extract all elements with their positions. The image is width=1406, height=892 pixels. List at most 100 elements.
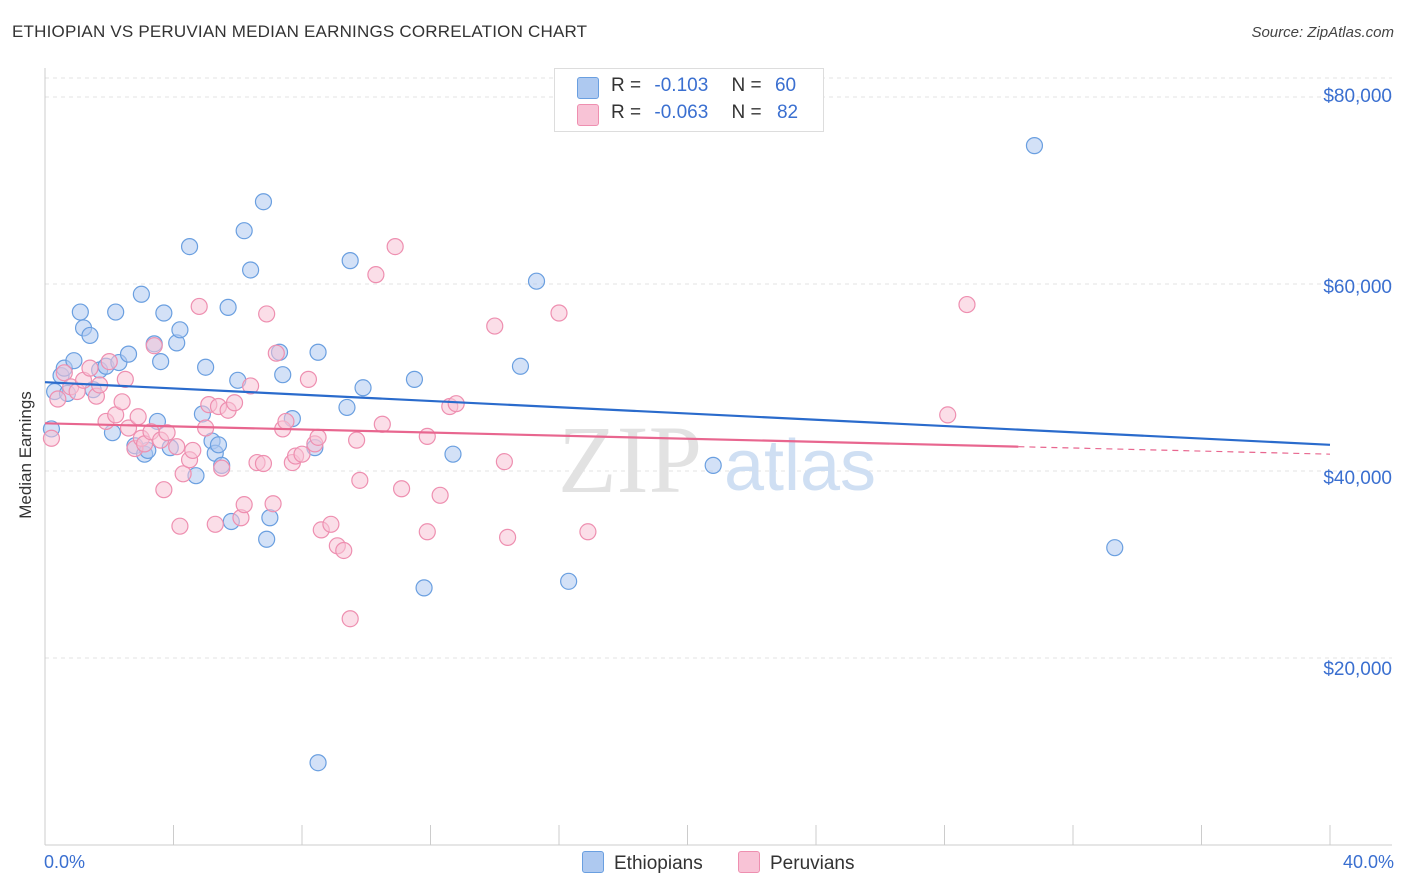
series-legend-peruvians: Peruvians: [738, 851, 855, 877]
ethiopian-point: [511, 357, 530, 375]
series-legend-ethiopians: Ethiopians: [582, 851, 703, 877]
peruvian-point: [168, 438, 186, 456]
ethiopian-point: [274, 366, 292, 384]
axes: [44, 68, 1392, 846]
ethiopian-point: [197, 358, 215, 376]
peruvian-point: [486, 317, 504, 335]
peruvian-point: [225, 394, 244, 412]
peruvian-point: [174, 465, 192, 483]
ethiopian-point: [242, 261, 260, 279]
legend-swatch-peruvians: [577, 104, 599, 126]
peruvian-point: [55, 364, 73, 382]
legend-swatch-ethiopians: [577, 77, 599, 99]
peruvian-point: [113, 393, 131, 411]
ethiopian-point: [261, 509, 279, 527]
peruvian-point: [550, 304, 568, 322]
ethiopian-point: [338, 398, 356, 417]
ethiopian-point: [219, 298, 237, 316]
ethiopian-trend-line: [44, 381, 1331, 446]
ethiopian-point: [235, 222, 253, 240]
legend-r-value: -0.063: [654, 102, 709, 123]
peruvian-point: [129, 408, 147, 426]
y-tick-label: $20,000: [1323, 659, 1392, 680]
y-tick-label: $60,000: [1323, 277, 1392, 298]
ethiopian-point: [527, 272, 546, 290]
peruvian-point: [145, 337, 163, 355]
ethiopian-point: [171, 321, 189, 339]
series-name-ethiopians: Ethiopians: [614, 853, 703, 874]
peruvian-point: [386, 238, 404, 256]
y-tick-label: $80,000: [1323, 86, 1392, 107]
peruvian-point: [81, 359, 99, 377]
ethiopian-point: [444, 445, 462, 463]
x-tick-label-max: 40.0%: [1342, 852, 1394, 872]
data-points: [42, 137, 1124, 772]
peruvian-point: [100, 353, 118, 371]
peruvian-point: [341, 610, 359, 628]
ethiopian-point: [209, 436, 228, 454]
ethiopian-point: [155, 304, 173, 322]
peruvian-point: [206, 515, 224, 533]
chart-source: Source: ZipAtlas.com: [1251, 24, 1394, 41]
peruvian-point: [242, 377, 260, 395]
series-name-peruvians: Peruvians: [770, 853, 855, 874]
peruvian-point: [495, 453, 513, 471]
ethiopian-point: [415, 579, 433, 597]
legend-r-label: R =: [611, 102, 642, 123]
series-swatch-ethiopians: [582, 851, 604, 873]
ethiopian-point: [341, 252, 359, 270]
ethiopian-point: [254, 193, 273, 211]
ethiopian-point: [132, 285, 150, 303]
peruvian-point: [335, 541, 353, 560]
peruvian-point: [190, 297, 208, 316]
y-tick-label: $40,000: [1323, 468, 1392, 489]
ethiopian-point: [704, 456, 722, 474]
peruvian-point: [258, 305, 276, 323]
watermark-zip: ZIP: [558, 406, 702, 513]
peruvian-point: [235, 496, 253, 514]
ethiopian-point: [309, 754, 327, 772]
ethiopian-point: [81, 326, 99, 345]
peruvian-point: [155, 481, 173, 499]
ethiopian-point: [1106, 539, 1124, 557]
ethiopian-point: [119, 345, 138, 363]
peruvian-point: [322, 515, 340, 533]
peruvian-point: [42, 429, 61, 447]
ethiopian-point: [1025, 137, 1044, 155]
legend-r-value: -0.103: [654, 75, 709, 96]
peruvian-point: [254, 454, 273, 473]
legend-n-value: 60: [774, 75, 797, 96]
peruvian-point: [213, 459, 231, 477]
peruvian-point: [392, 480, 411, 498]
peruvian-point: [309, 428, 327, 446]
peruvian-point: [351, 471, 369, 489]
legend-n-value: 82: [776, 102, 799, 123]
peruvian-point: [367, 266, 385, 284]
peruvian-point: [348, 431, 366, 449]
peruvian-point: [418, 523, 436, 541]
ethiopian-point: [354, 379, 372, 397]
chart-title: ETHIOPIAN VS PERUVIAN MEDIAN EARNINGS CO…: [12, 22, 588, 41]
peruvian-point: [418, 427, 436, 446]
peruvian-point: [293, 445, 311, 463]
legend-n-label: N =: [731, 102, 762, 123]
stats-legend: R = -0.103 N = 60 R = -0.063 N = 82: [554, 68, 824, 132]
ethiopian-point: [71, 303, 89, 321]
peruvian-point: [447, 395, 465, 413]
peruvian-point: [579, 523, 597, 541]
ethiopian-point: [258, 530, 276, 548]
legend-r-label: R =: [611, 75, 642, 96]
peruvian-point: [171, 517, 189, 535]
ethiopian-point: [180, 238, 199, 256]
gridlines: [45, 77, 1392, 659]
peruvian-point: [499, 528, 517, 546]
x-tick-label-min: 0.0%: [44, 852, 86, 872]
peruvian-point: [119, 419, 138, 437]
ethiopian-point: [405, 370, 424, 388]
peruvian-point: [184, 441, 202, 460]
series-swatch-peruvians: [738, 851, 760, 873]
peruvian-point: [264, 495, 282, 513]
ethiopian-point: [65, 352, 83, 370]
watermark-atlas: atlas: [724, 426, 876, 506]
